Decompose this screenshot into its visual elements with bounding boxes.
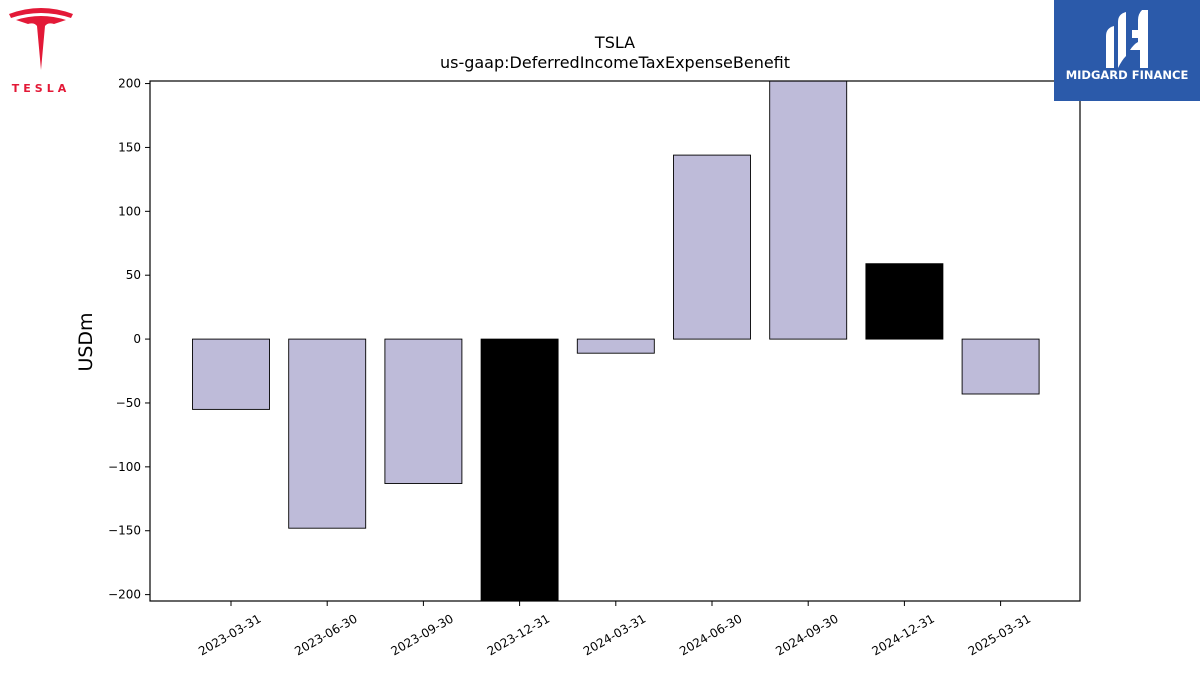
x-tick-label: 2024-03-31: [581, 611, 648, 658]
x-ticks-group: 2023-03-31 2023-06-30 2023-09-30 2023-12-31…: [196, 601, 1033, 658]
bar-2023-09-30: [384, 338, 463, 484]
bar-2024-12-31: [865, 263, 944, 340]
y-tick-label: 150: [118, 140, 141, 154]
y-tick-label: 0: [133, 332, 141, 346]
y-tick-label: −150: [108, 524, 141, 538]
x-tick-label: 2024-09-30: [773, 611, 840, 658]
x-tick-label: 2023-03-31: [196, 611, 263, 658]
y-tick-label: −50: [116, 396, 141, 410]
bar-2023-06-30: [288, 338, 367, 529]
x-tick-label: 2023-12-31: [485, 611, 552, 658]
bar-2023-12-31: [480, 338, 559, 602]
y-tick-label: 50: [126, 268, 141, 282]
y-ticks-group: −200 −150 −100 −50 0 50 100 150 200: [108, 77, 150, 602]
y-tick-label: 200: [118, 77, 141, 91]
y-tick-label: −200: [108, 588, 141, 602]
chart-subtitle: us-gaap:DeferredIncomeTaxExpenseBenefit: [440, 53, 790, 72]
bar-2024-06-30: [673, 154, 751, 340]
x-tick-label: 2025-03-31: [966, 611, 1033, 658]
tesla-logo-icon: [9, 8, 73, 70]
bar-2024-03-31: [576, 338, 655, 354]
x-tick-label: 2023-06-30: [292, 611, 359, 658]
y-axis-label: USDm: [75, 312, 97, 371]
x-tick-label: 2024-06-30: [677, 611, 744, 658]
bars-group: [192, 80, 1040, 602]
midgard-finance-logo: MIDGARD FINANCE: [1054, 0, 1200, 101]
x-tick-label: 2024-12-31: [869, 611, 936, 658]
y-tick-label: −100: [108, 460, 141, 474]
chart-title: TSLA: [594, 33, 635, 52]
tesla-wordmark: TESLA: [11, 82, 71, 95]
bar-2023-03-31: [192, 338, 270, 410]
bar-2024-09-30: [769, 80, 848, 340]
midgard-finance-wordmark: MIDGARD FINANCE: [1065, 68, 1189, 82]
plot-frame: [149, 80, 1081, 602]
bar-2025-03-31: [961, 338, 1040, 395]
y-tick-label: 100: [118, 204, 141, 218]
x-tick-label: 2023-09-30: [388, 611, 455, 658]
midgard-monogram-icon: [1106, 10, 1148, 68]
